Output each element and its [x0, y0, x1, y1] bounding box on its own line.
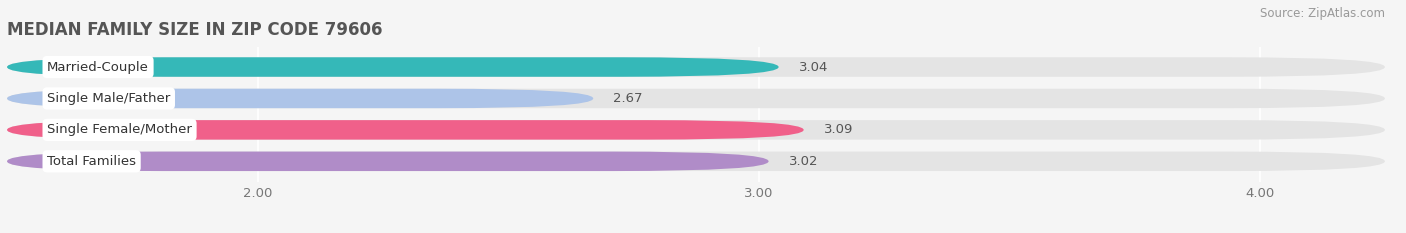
FancyBboxPatch shape	[7, 89, 593, 108]
Text: Source: ZipAtlas.com: Source: ZipAtlas.com	[1260, 7, 1385, 20]
FancyBboxPatch shape	[7, 57, 779, 77]
Text: Total Families: Total Families	[48, 155, 136, 168]
Text: Married-Couple: Married-Couple	[48, 61, 149, 74]
FancyBboxPatch shape	[7, 152, 769, 171]
FancyBboxPatch shape	[7, 120, 1385, 140]
Text: 2.67: 2.67	[613, 92, 643, 105]
Text: 3.02: 3.02	[789, 155, 818, 168]
Text: Single Female/Mother: Single Female/Mother	[48, 123, 193, 136]
FancyBboxPatch shape	[7, 120, 804, 140]
FancyBboxPatch shape	[7, 89, 1385, 108]
Text: 3.04: 3.04	[799, 61, 828, 74]
FancyBboxPatch shape	[7, 152, 1385, 171]
Text: Single Male/Father: Single Male/Father	[48, 92, 170, 105]
Text: 3.09: 3.09	[824, 123, 853, 136]
FancyBboxPatch shape	[7, 57, 1385, 77]
Text: MEDIAN FAMILY SIZE IN ZIP CODE 79606: MEDIAN FAMILY SIZE IN ZIP CODE 79606	[7, 21, 382, 39]
